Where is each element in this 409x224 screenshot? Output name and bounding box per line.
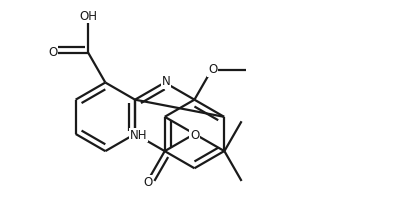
Text: NH: NH <box>129 129 147 142</box>
Text: O: O <box>189 129 199 142</box>
Text: N: N <box>161 75 170 88</box>
Text: OH: OH <box>79 10 97 23</box>
Text: O: O <box>48 46 57 59</box>
Text: O: O <box>143 176 152 189</box>
Text: O: O <box>207 63 217 76</box>
